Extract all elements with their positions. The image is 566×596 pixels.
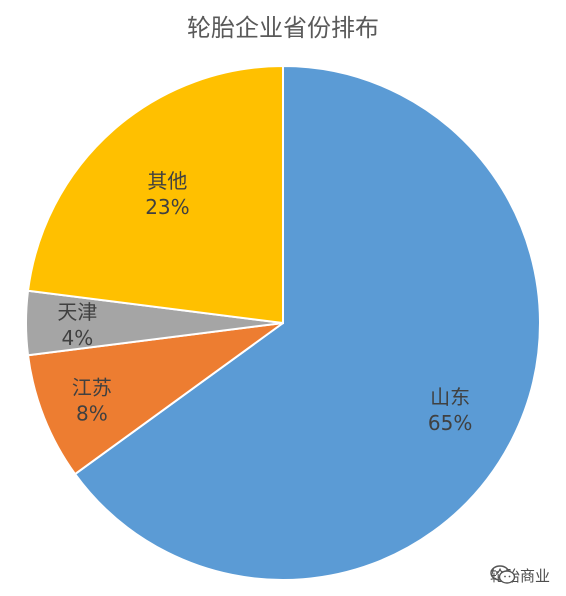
pie-slice-2 <box>26 322 284 476</box>
watermark: 轮胎商业 <box>490 565 550 586</box>
pie-slices <box>25 64 541 581</box>
pie-labels: 山东 65% 江苏 8% 天津 4% 其他 23% <box>57 169 472 435</box>
wechat-icon <box>490 565 516 584</box>
pie-slice-label-1: 山东 65% <box>428 385 472 435</box>
pie-slice-1 <box>73 64 541 581</box>
chart-title: 轮胎企业省份排布 <box>187 14 379 42</box>
pie-slice-label-4: 其他 23% <box>145 169 189 219</box>
pie-slice-4 <box>26 64 284 325</box>
pie-slice-label-2: 江苏 8% <box>72 376 112 426</box>
pie-slice-label-3: 天津 4% <box>57 300 97 350</box>
